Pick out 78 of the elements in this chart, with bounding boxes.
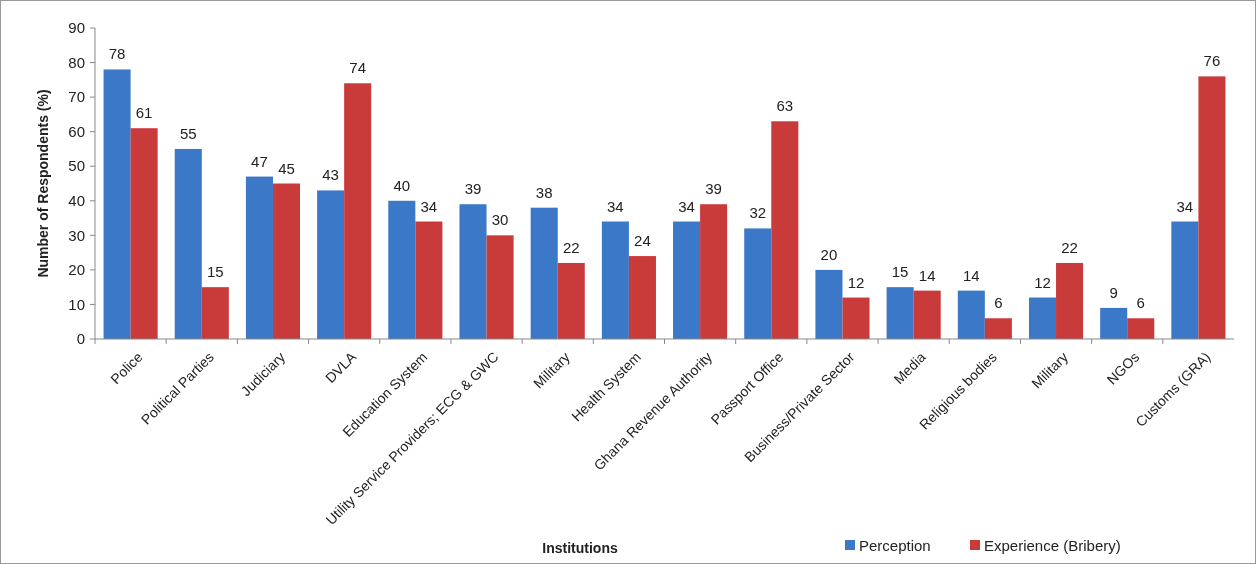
data-label: 6 bbox=[1136, 294, 1145, 312]
bar bbox=[913, 290, 941, 339]
legend-label: Perception bbox=[859, 537, 931, 555]
y-tick-label: 60 bbox=[68, 122, 85, 140]
data-label: 43 bbox=[322, 166, 339, 184]
data-label: 45 bbox=[278, 159, 295, 177]
bar bbox=[628, 256, 656, 339]
bar bbox=[174, 148, 202, 339]
data-label: 14 bbox=[962, 266, 980, 284]
data-label: 61 bbox=[135, 104, 153, 122]
bar bbox=[984, 318, 1012, 339]
data-label: 30 bbox=[491, 211, 509, 229]
bar bbox=[557, 262, 585, 339]
data-label: 38 bbox=[535, 183, 553, 201]
y-tick-label: 10 bbox=[68, 295, 85, 313]
bar bbox=[317, 190, 345, 339]
bar bbox=[771, 121, 799, 339]
data-label: 34 bbox=[420, 197, 438, 215]
bar bbox=[1171, 221, 1199, 339]
data-label: 22 bbox=[562, 238, 580, 256]
data-label: 9 bbox=[1109, 283, 1118, 301]
x-axis-title: Institutions bbox=[542, 540, 618, 556]
bar bbox=[601, 221, 629, 339]
bar bbox=[1127, 318, 1155, 339]
data-label: 12 bbox=[1034, 273, 1051, 291]
y-axis-title: Number of Respondents (%) bbox=[35, 89, 51, 278]
y-tick-label: 90 bbox=[68, 19, 85, 37]
bar bbox=[1198, 76, 1226, 339]
data-label: 22 bbox=[1061, 238, 1078, 256]
bar bbox=[1056, 262, 1084, 339]
bar bbox=[842, 297, 870, 339]
data-label: 76 bbox=[1203, 52, 1221, 70]
data-label: 12 bbox=[847, 273, 865, 291]
data-label: 39 bbox=[705, 180, 722, 198]
data-label: 78 bbox=[108, 45, 126, 63]
data-label: 15 bbox=[891, 263, 909, 281]
y-tick-label: 20 bbox=[68, 261, 85, 279]
bar bbox=[344, 83, 372, 339]
bar bbox=[459, 204, 487, 339]
data-label: 14 bbox=[918, 266, 936, 284]
data-label: 55 bbox=[179, 124, 197, 142]
y-tick-label: 70 bbox=[68, 88, 85, 106]
y-tick-label: 0 bbox=[76, 330, 85, 348]
bar bbox=[700, 204, 728, 339]
bar bbox=[886, 287, 914, 339]
data-label: 47 bbox=[251, 152, 268, 170]
data-label: 40 bbox=[393, 176, 411, 194]
bar bbox=[388, 200, 416, 339]
data-label: 74 bbox=[349, 59, 367, 77]
bar bbox=[673, 221, 701, 339]
bar bbox=[201, 287, 229, 339]
data-label: 6 bbox=[994, 294, 1003, 312]
bar bbox=[957, 290, 985, 339]
y-tick-label: 50 bbox=[68, 157, 85, 175]
bar bbox=[1028, 297, 1057, 339]
data-label: 34 bbox=[1176, 197, 1194, 215]
data-label: 24 bbox=[634, 232, 651, 250]
data-label: 20 bbox=[820, 245, 838, 263]
y-tick-label: 30 bbox=[68, 226, 85, 244]
data-label: 34 bbox=[607, 197, 624, 215]
y-tick-label: 80 bbox=[68, 53, 85, 71]
bar bbox=[744, 228, 772, 339]
data-label: 39 bbox=[464, 180, 482, 198]
legend-label: Experience (Bribery) bbox=[984, 537, 1121, 555]
y-tick-label: 40 bbox=[68, 192, 85, 210]
bar bbox=[103, 69, 131, 339]
data-label: 34 bbox=[678, 197, 695, 215]
bar bbox=[272, 183, 301, 339]
bar bbox=[415, 221, 443, 339]
data-label: 32 bbox=[749, 204, 767, 222]
bar bbox=[815, 269, 843, 339]
bar bbox=[245, 176, 273, 339]
bar bbox=[130, 128, 158, 339]
bar bbox=[530, 207, 558, 339]
data-label: 63 bbox=[776, 97, 794, 115]
bar bbox=[1100, 307, 1128, 339]
data-label: 15 bbox=[206, 263, 224, 281]
bar bbox=[486, 235, 514, 339]
